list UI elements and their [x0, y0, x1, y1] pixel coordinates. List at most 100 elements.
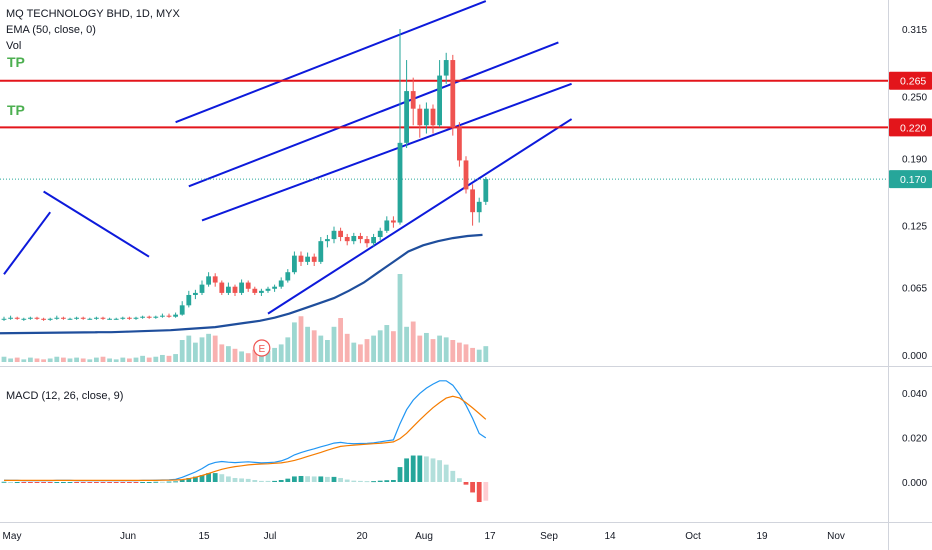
- tp-upper-text: TP: [7, 54, 25, 70]
- candle-body: [1, 318, 7, 320]
- candle-body: [193, 292, 198, 295]
- volume-indicator-label[interactable]: Vol: [6, 40, 22, 52]
- channel-line: [201, 82, 572, 222]
- channel-line: [188, 41, 559, 188]
- candle-body: [232, 286, 238, 293]
- macd-histogram-bar: [212, 473, 218, 482]
- candle-body: [94, 317, 99, 319]
- time-tick-label: Aug: [415, 531, 433, 542]
- candle-body: [397, 142, 403, 223]
- candle-body: [404, 91, 409, 143]
- volume-bar: [87, 359, 93, 362]
- volume-bar: [74, 357, 79, 362]
- candle-body: [61, 317, 66, 319]
- candle-body: [443, 60, 449, 76]
- macd-histogram-bar: [410, 455, 416, 482]
- price-tag-label: 0.170: [900, 174, 926, 186]
- price-tag-label: 0.220: [900, 122, 926, 134]
- macd-histogram-bar: [179, 479, 185, 482]
- macd-histogram-bar: [384, 480, 390, 482]
- candle-body: [199, 284, 205, 293]
- macd-histogram-bar: [259, 480, 264, 482]
- candle-body: [292, 255, 297, 273]
- volume-bar: [483, 346, 489, 362]
- volume-bar: [67, 358, 73, 362]
- macd-histogram-bar: [133, 482, 139, 483]
- volume-bar: [443, 337, 449, 362]
- candle-body: [186, 294, 192, 306]
- macd-histogram-bar: [67, 482, 73, 483]
- ema-indicator-label[interactable]: EMA (50, close, 0): [6, 24, 96, 36]
- volume-bar: [186, 335, 192, 362]
- candle-body: [384, 220, 390, 231]
- macd-histogram-bar: [140, 482, 145, 483]
- earnings-marker: [253, 339, 271, 357]
- volume-bar: [278, 344, 284, 362]
- macd-histogram-bar: [87, 482, 93, 483]
- price-tag-label: 0.265: [900, 76, 926, 88]
- channel-line: [43, 190, 150, 258]
- candle-body: [391, 220, 396, 223]
- candle-body: [41, 318, 46, 320]
- volume-bar: [80, 358, 86, 362]
- candle-body: [113, 318, 119, 320]
- candle-body: [305, 256, 310, 262]
- time-tick-label: 17: [484, 531, 496, 542]
- tp-lower-text: TP: [7, 102, 25, 118]
- macd-histogram-bar: [391, 479, 396, 482]
- macd-histogram-bar: [245, 478, 251, 482]
- volume-bar: [298, 316, 304, 362]
- candle-body: [351, 235, 357, 242]
- candle-body: [14, 317, 20, 319]
- price-tag: [889, 118, 932, 137]
- time-tick-label: Oct: [685, 531, 701, 542]
- macd-tick-label: 0.040: [902, 389, 927, 400]
- candle-body: [219, 282, 225, 293]
- volume-bar: [391, 331, 396, 362]
- macd-histogram-bar: [265, 480, 271, 482]
- candle-body: [107, 318, 112, 320]
- macd-histogram-bar: [272, 480, 277, 482]
- macd-tick-label: 0.000: [902, 478, 927, 489]
- volume-bar: [331, 326, 337, 362]
- volume-bar: [259, 352, 264, 362]
- price-tick-label: 0.315: [902, 25, 927, 36]
- candle-body: [239, 282, 244, 293]
- volume-bar: [140, 355, 145, 362]
- volume-bar: [305, 326, 310, 362]
- macd-histogram-bar: [457, 478, 462, 482]
- macd-histogram-bar: [476, 482, 482, 503]
- candle-body: [470, 189, 475, 213]
- candle-body: [358, 235, 363, 240]
- volume-bar: [146, 357, 152, 362]
- volume-bar: [160, 354, 165, 362]
- volume-bar: [364, 339, 370, 362]
- macd-histogram-bar: [364, 481, 370, 483]
- candle-body: [226, 286, 231, 293]
- volume-bar: [377, 330, 383, 362]
- volume-bar: [397, 274, 403, 362]
- macd-histogram-bar: [351, 480, 357, 482]
- candle-body: [34, 317, 40, 319]
- volume-bar: [318, 335, 324, 362]
- candle-body: [80, 317, 86, 319]
- macd-histogram-bar: [21, 482, 27, 483]
- candle-body: [206, 276, 211, 285]
- volume-bar: [61, 357, 66, 362]
- volume-bar: [21, 359, 27, 362]
- macd-histogram-bar: [483, 482, 489, 501]
- candle-body: [133, 317, 139, 319]
- volume-bar: [166, 355, 172, 362]
- volume-bar: [424, 332, 429, 362]
- price-tag: [889, 170, 932, 189]
- macd-histogram-bar: [94, 482, 99, 483]
- macd-histogram-bar: [344, 479, 350, 482]
- candle-body: [344, 237, 350, 242]
- volume-bar: [212, 335, 218, 362]
- candle-body: [67, 318, 73, 320]
- time-tick-label: Jun: [120, 531, 136, 542]
- candle-body: [311, 256, 317, 262]
- volume-bar: [417, 335, 423, 362]
- volume-bar: [325, 340, 330, 362]
- macd-indicator-label[interactable]: MACD (12, 26, close, 9): [6, 390, 124, 402]
